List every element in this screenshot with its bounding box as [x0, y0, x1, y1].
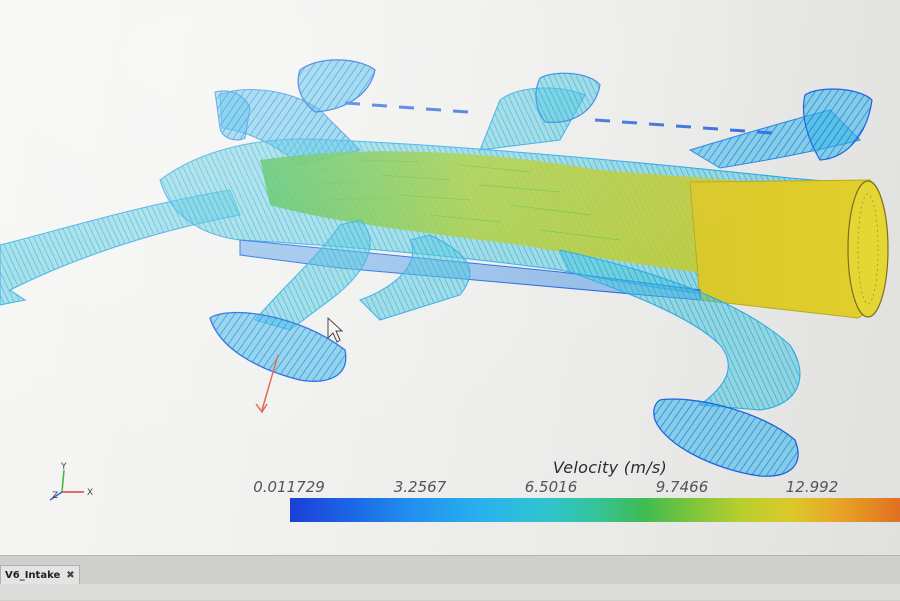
tab-label: V6_Intake [5, 569, 61, 581]
triad-y-label: Y [60, 462, 67, 472]
triad-z-label: Z [52, 491, 58, 501]
triad-x-label: X [87, 488, 93, 498]
front-runner-2 [359, 234, 471, 321]
legend-title: Velocity (m/s) [552, 458, 668, 477]
front-port-1 [209, 311, 347, 382]
velocity-color-bar [290, 498, 900, 522]
legend-tick-2: 6.5016 [524, 478, 578, 496]
tab-v6-intake[interactable]: V6_Intake ✖ [0, 565, 80, 584]
front-runner-3 [559, 249, 801, 411]
vector-probe-arrow-icon [255, 354, 279, 414]
legend-tick-3: 9.7466 [655, 478, 709, 496]
legend-tick-0: 0.011729 [253, 478, 325, 496]
front-port-3 [653, 398, 799, 477]
coordinate-triad: Y X Z [49, 462, 93, 501]
legend-tick-4: 12.992 [785, 478, 839, 496]
panel-content [0, 584, 900, 600]
rear-port-2 [535, 72, 601, 123]
throttle-inlet [847, 180, 889, 318]
close-icon[interactable]: ✖ [66, 569, 75, 581]
velocity-vector-plot: Y X Z [0, 59, 889, 501]
graphics-viewport[interactable]: Y X Z [0, 0, 900, 555]
left-flange [214, 90, 251, 141]
rear-vector-rail [344, 101, 773, 135]
mouse-cursor-icon [327, 316, 344, 343]
legend-tick-1: 3.2567 [393, 478, 447, 496]
rear-port-3 [802, 88, 873, 161]
rear-port-1 [297, 59, 376, 113]
plenum-vector-streaks [279, 159, 621, 241]
